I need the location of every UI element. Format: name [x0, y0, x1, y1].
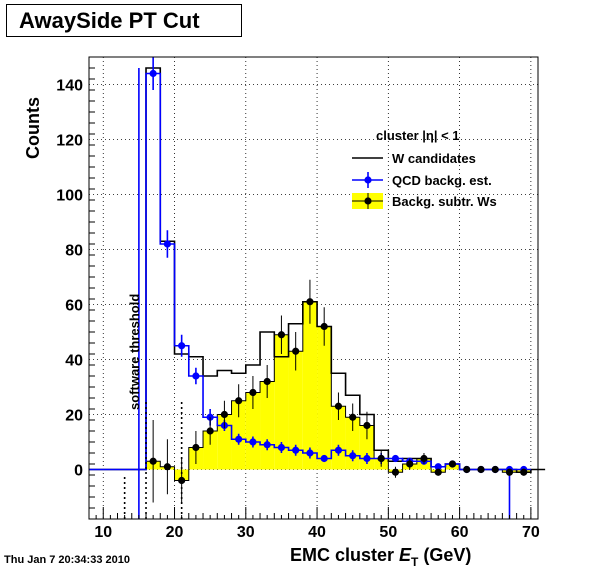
qcd-point [334, 446, 343, 454]
x-axis-label: EMC cluster ET (GeV) [290, 545, 471, 569]
subtracted-point [477, 465, 485, 474]
subtracted-bar [245, 392, 261, 470]
x-axis-label-symbol: E [399, 545, 412, 565]
subtracted-bar [317, 326, 332, 470]
subtracted-point [220, 410, 229, 419]
subtracted-point [235, 397, 243, 405]
y-axis-label: Counts [23, 97, 43, 159]
legend-header: cluster |η| < 1 [376, 128, 460, 143]
subtracted-point [448, 460, 457, 468]
y-tick-label: 40 [65, 353, 83, 370]
subtracted-point [349, 413, 357, 421]
subtracted-point [391, 468, 400, 476]
qcd-point [163, 240, 171, 248]
subtracted-point [520, 468, 528, 476]
qcd-point [391, 454, 400, 463]
qcd-point [292, 446, 300, 454]
y-tick-label: 20 [65, 408, 83, 425]
subtracted-point [277, 331, 286, 339]
legend-w-label: W candidates [392, 151, 476, 166]
legend-qcd-label: QCD backg. est. [392, 173, 492, 188]
subtracted-point [377, 454, 385, 463]
subtracted-point [491, 465, 499, 474]
qcd-layer [89, 57, 531, 519]
y-tick-label: 100 [56, 188, 83, 205]
subtracted-bar [274, 334, 289, 470]
y-tick-label: 120 [56, 133, 83, 150]
x-tick-label: 50 [379, 524, 397, 541]
y-tick-label: 60 [65, 298, 83, 315]
qcd-point [349, 452, 357, 460]
subtracted-point [420, 454, 428, 463]
legend-qcd-marker [364, 176, 372, 184]
y-tick-label: 80 [65, 243, 83, 260]
subtracted-bar [302, 301, 318, 470]
subtracted-point [263, 377, 271, 386]
subtracted-bar [217, 414, 232, 470]
qcd-point [235, 435, 243, 443]
y-tick-label: 0 [74, 463, 83, 480]
subtracted-point [292, 347, 300, 355]
subtracted-point [505, 468, 514, 476]
qcd-point [263, 441, 271, 449]
qcd-point [277, 443, 286, 452]
subtracted-point [463, 465, 471, 474]
qcd-point [192, 372, 200, 380]
subtracted-point [163, 463, 171, 471]
qcd-point [306, 449, 314, 457]
x-axis-label-main: EMC cluster [290, 545, 399, 565]
x-axis-label-sub: T [411, 555, 419, 569]
subtracted-point [406, 460, 414, 468]
x-tick-label: 10 [94, 524, 112, 541]
subtracted-point [320, 322, 328, 331]
qcd-point [178, 342, 186, 350]
x-tick-label: 20 [166, 524, 184, 541]
subtracted-bar [288, 351, 303, 470]
subtracted-point [178, 476, 186, 485]
legend-sub-marker [364, 197, 372, 205]
x-tick-label: 60 [451, 524, 469, 541]
subtracted-point [334, 402, 343, 410]
subtracted-bar [260, 381, 275, 470]
threshold-layer [123, 400, 183, 519]
axes-layer: 10 20 30 40 50 60 70 0 20 40 60 80 100 120 140 [56, 56, 540, 541]
legend-sub-label: Backg. subtr. Ws [392, 194, 497, 209]
x-axis-label-unit: (GeV) [418, 545, 471, 565]
legend: cluster |η| < 1 W candidates QCD backg. es… [352, 128, 497, 209]
qcd-point [320, 454, 328, 463]
subtracted-point [192, 443, 200, 452]
timestamp: Thu Jan 7 20:34:33 2010 [4, 554, 130, 566]
x-tick-label: 40 [308, 524, 326, 541]
x-tick-label: 70 [522, 524, 540, 541]
subtracted-point [206, 427, 214, 435]
y-tick-label: 140 [56, 78, 83, 95]
qcd-point [249, 438, 257, 446]
qcd-point [363, 454, 371, 463]
x-tick-label: 30 [237, 524, 255, 541]
subtracted-point [249, 388, 257, 397]
qcd-point [149, 69, 157, 78]
subtracted-layer [149, 279, 528, 503]
subtracted-point [149, 457, 157, 465]
subtracted-point [306, 298, 314, 306]
subtracted-bar [203, 431, 218, 470]
chart-title: AwaySide PT Cut [6, 4, 242, 37]
subtracted-bar [331, 406, 346, 470]
subtracted-point [434, 468, 442, 476]
subtracted-point [363, 421, 371, 430]
threshold-annotation: software threshold [127, 294, 142, 410]
qcd-point [434, 463, 442, 471]
